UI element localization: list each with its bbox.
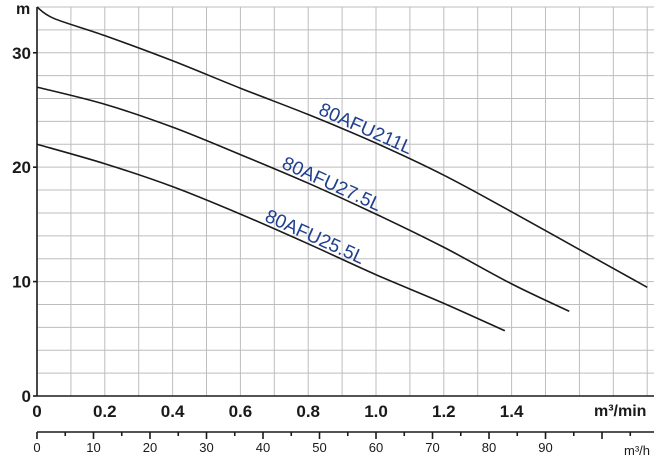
y-tick-label: 10 <box>12 273 31 292</box>
secondary-x-tick-label: 90 <box>538 440 552 455</box>
secondary-x-axis-unit-label: m³/h <box>624 443 650 458</box>
x-tick-label: 1.4 <box>500 402 524 421</box>
y-tick-label: 20 <box>12 158 31 177</box>
secondary-x-tick-label: 60 <box>369 440 383 455</box>
x-tick-label: 0.8 <box>296 402 320 421</box>
curves <box>36 6 648 332</box>
tick-labels: 0 10 20 30 0 0.2 0.4 0.6 0.8 1.0 1.2 1.4 0 10 20 30 40 50… <box>12 44 553 455</box>
x-tick-label: 0 <box>32 402 41 421</box>
secondary-x-tick-label: 20 <box>143 440 157 455</box>
series-label-1: 80AFU27.5L <box>279 153 385 216</box>
series-line-2 <box>36 143 506 332</box>
secondary-x-tick-label: 80 <box>482 440 496 455</box>
x-tick-label: 0.2 <box>93 402 117 421</box>
series-line-1 <box>36 86 570 313</box>
y-tick-label: 30 <box>12 44 31 63</box>
secondary-x-tick-label: 30 <box>199 440 213 455</box>
x-tick-label: 0.4 <box>161 402 185 421</box>
y-tick-label: 0 <box>22 387 31 406</box>
axes <box>33 7 654 439</box>
x-tick-label: 0.6 <box>229 402 253 421</box>
secondary-x-tick-label: 70 <box>425 440 439 455</box>
x-tick-label: 1.0 <box>364 402 388 421</box>
grid <box>36 6 654 396</box>
x-tick-label: 1.2 <box>432 402 456 421</box>
series-label-0: 80AFU211L <box>315 99 415 159</box>
secondary-x-tick-label: 40 <box>256 440 270 455</box>
x-axis-unit-label: m³/min <box>594 403 646 420</box>
secondary-x-tick-label: 50 <box>312 440 326 455</box>
secondary-x-tick-label: 10 <box>86 440 100 455</box>
y-axis-unit-label: m <box>16 1 30 18</box>
series-label-2: 80AFU25.5L <box>262 206 368 269</box>
series-line-0 <box>36 6 648 289</box>
secondary-x-tick-label: 0 <box>33 440 40 455</box>
